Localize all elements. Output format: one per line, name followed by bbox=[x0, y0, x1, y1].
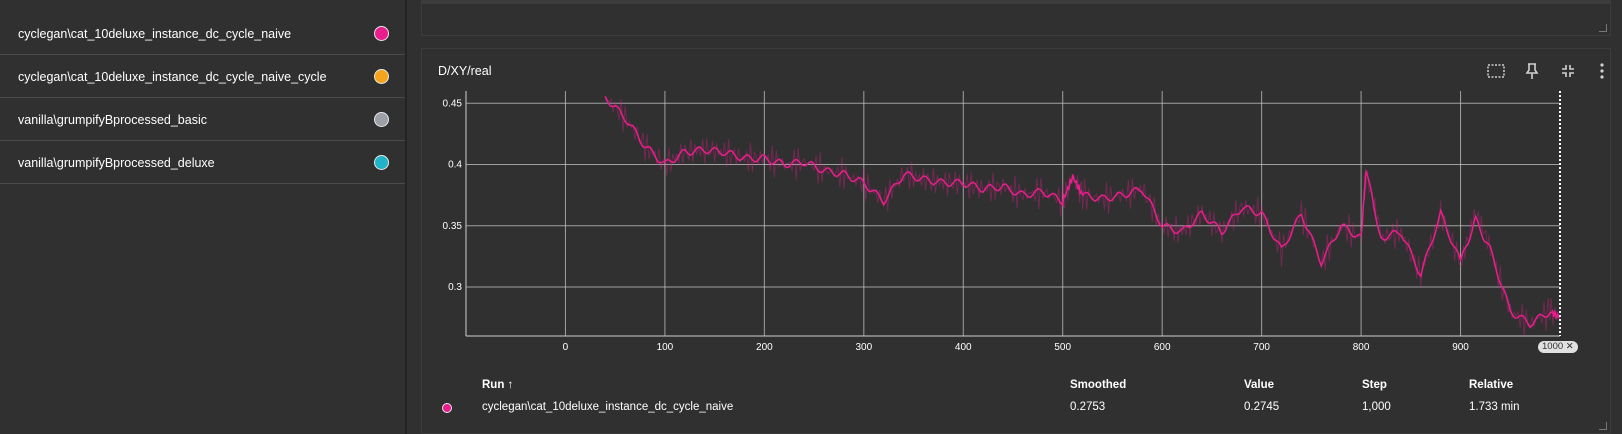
run-color-swatch[interactable] bbox=[374, 26, 389, 41]
run-color-swatch[interactable] bbox=[374, 69, 389, 84]
more-vert-icon[interactable] bbox=[1592, 61, 1612, 81]
run-label: cyclegan\cat_10deluxe_instance_dc_cycle_… bbox=[18, 26, 292, 41]
fit-domain-icon[interactable] bbox=[1486, 61, 1506, 81]
col-run-header[interactable]: Run ↑ bbox=[482, 379, 514, 391]
collapse-icon[interactable] bbox=[1558, 61, 1578, 81]
cursor-step-value: 1000 bbox=[1542, 341, 1564, 352]
run-color-swatch[interactable] bbox=[374, 112, 389, 127]
previous-chart-card bbox=[421, 0, 1611, 36]
x-tick-label: 800 bbox=[1353, 342, 1370, 353]
chart-title: D/XY/real bbox=[438, 64, 492, 78]
row-step: 1,000 bbox=[1362, 401, 1391, 413]
run-item[interactable]: vanilla\grumpifyBprocessed_deluxe bbox=[0, 142, 405, 184]
col-relative-header[interactable]: Relative bbox=[1469, 379, 1514, 391]
run-item[interactable]: vanilla\grumpifyBprocessed_basic bbox=[0, 99, 405, 141]
run-color-swatch[interactable] bbox=[374, 155, 389, 170]
series-line bbox=[604, 96, 1561, 329]
row-relative: 1.733 min bbox=[1469, 401, 1520, 413]
line-chart[interactable]: 0 100 200 300 400 500 600 700 800 900 0.3 0.35 0.4 0.… bbox=[422, 49, 1612, 359]
runs-panel: cyclegan\cat_10deluxe_instance_dc_cycle_… bbox=[0, 0, 406, 434]
x-tick-label: 400 bbox=[955, 342, 972, 353]
y-tick-label: 0.35 bbox=[443, 221, 463, 232]
run-label: cyclegan\cat_10deluxe_instance_dc_cycle_… bbox=[18, 69, 327, 84]
row-smoothed: 0.2753 bbox=[1070, 401, 1106, 413]
run-label: vanilla\grumpifyBprocessed_basic bbox=[18, 112, 207, 127]
run-item[interactable]: cyclegan\cat_10deluxe_instance_dc_cycle_… bbox=[0, 13, 405, 55]
y-tick-label: 0.3 bbox=[448, 282, 462, 293]
pin-icon[interactable] bbox=[1522, 61, 1542, 81]
x-tick-label: 900 bbox=[1452, 342, 1469, 353]
x-tick-label: 100 bbox=[657, 342, 674, 353]
y-tick-label: 0.4 bbox=[448, 160, 462, 171]
run-color-dot bbox=[442, 403, 452, 413]
row-value: 0.2745 bbox=[1244, 401, 1280, 413]
x-tick-label: 0 bbox=[563, 342, 569, 353]
x-tick-label: 500 bbox=[1054, 342, 1071, 353]
y-tick-label: 0.45 bbox=[443, 98, 463, 109]
raw-series-line bbox=[604, 97, 1560, 337]
panel-divider[interactable] bbox=[405, 0, 407, 434]
col-value-header[interactable]: Value bbox=[1244, 379, 1275, 391]
x-tick-label: 700 bbox=[1253, 342, 1270, 353]
col-step-header[interactable]: Step bbox=[1362, 379, 1387, 391]
chart-card: D/XY/real 0 100 200 300 400 500 600 700 800 900 0.… bbox=[421, 48, 1611, 434]
run-item[interactable]: cyclegan\cat_10deluxe_instance_dc_cycle_… bbox=[0, 56, 405, 98]
x-tick-label: 600 bbox=[1154, 342, 1171, 353]
x-tick-label: 200 bbox=[756, 342, 773, 353]
x-tick-label: 300 bbox=[855, 342, 872, 353]
col-smoothed-header[interactable]: Smoothed bbox=[1070, 379, 1127, 391]
resize-grip-icon[interactable] bbox=[1599, 24, 1607, 32]
cursor-step-chip[interactable]: 1000 ✕ bbox=[1538, 341, 1578, 353]
run-label: vanilla\grumpifyBprocessed_deluxe bbox=[18, 155, 215, 170]
chart-area[interactable]: 0 100 200 300 400 500 600 700 800 900 0.3 0.35 0.4 0.… bbox=[422, 49, 1612, 409]
row-run: cyclegan\cat_10deluxe_instance_dc_cycle_… bbox=[482, 401, 734, 413]
resize-grip-icon[interactable] bbox=[1599, 422, 1607, 430]
